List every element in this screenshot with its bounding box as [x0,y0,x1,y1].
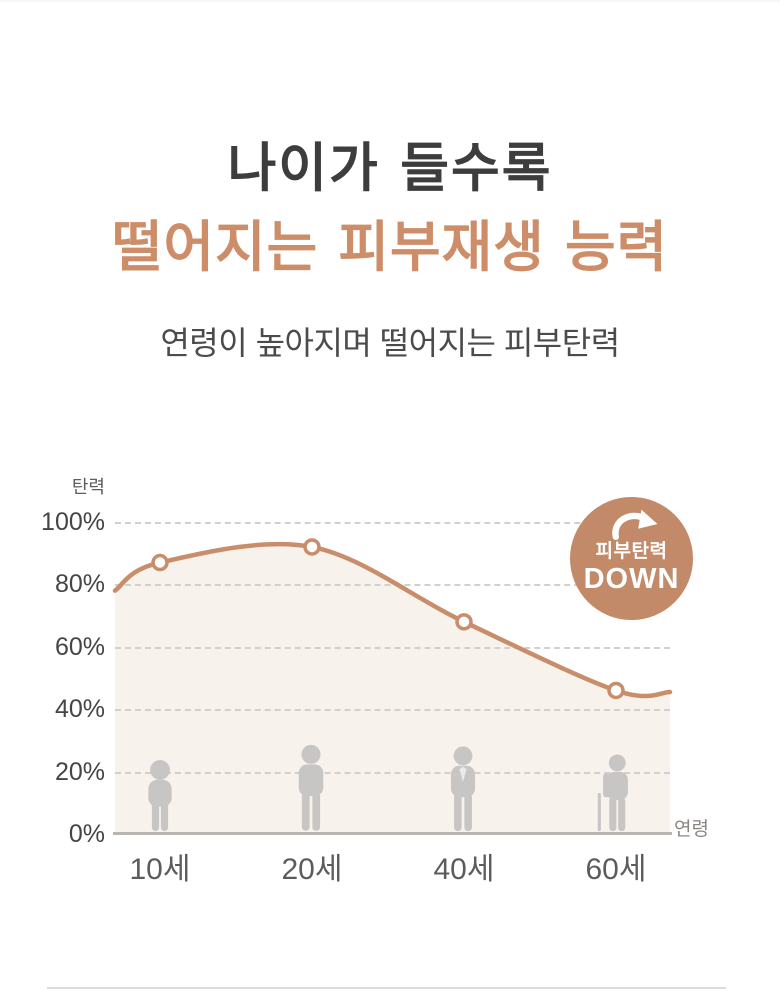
x-tick-label: 20세 [281,853,343,886]
y-tick-label: 100% [41,508,105,536]
data-point [151,553,169,572]
y-tick-label: 60% [54,632,105,661]
young-adult-icon [291,744,331,832]
x-tick-label: 40세 [433,853,495,886]
page-title: 나이가 들수록 [227,137,553,199]
elderly-cane-icon [594,754,637,832]
gridline [115,771,670,774]
data-point [455,613,473,631]
data-point [607,681,625,700]
y-tick-label: 80% [54,570,105,599]
gridline [115,646,670,649]
bottom-divider [47,987,726,989]
page-title-accent: 떨어지는 피부재생 능력 [111,214,669,279]
x-tick-label: 10세 [129,853,191,886]
gridline [115,522,670,524]
badge-label: 피부탄력 [595,541,668,562]
y-tick-label: 0% [68,820,105,848]
data-point [303,538,321,556]
suit-adult-icon [443,746,483,832]
x-axis-line [113,832,672,835]
y-axis-title: 탄력 [71,477,105,497]
area-fill [115,544,670,834]
gridline [115,584,670,587]
gridline [115,709,670,712]
curved-arrow-icon [611,509,657,540]
x-axis-title: 연령 [674,819,709,840]
y-tick-label: 20% [54,757,105,786]
page-subtitle: 연령이 높아지며 떨어지는 피부탄력 [160,325,620,361]
plot-area [112,522,673,834]
skin-elasticity-down-badge: 피부탄력 DOWN [570,497,693,620]
badge-down-label: DOWN [583,563,680,595]
y-tick-label: 40% [54,695,105,724]
child-icon [142,760,178,832]
line-series [112,538,673,700]
x-tick-label: 60세 [585,853,647,886]
